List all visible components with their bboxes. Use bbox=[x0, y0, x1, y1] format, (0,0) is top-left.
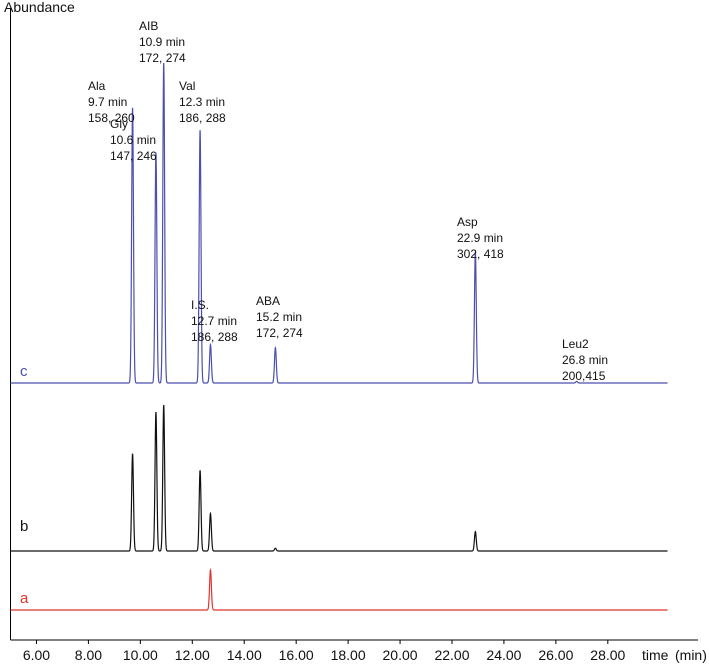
annotation-4: I.S. 12.7 min 186, 288 bbox=[191, 298, 238, 344]
annotation-line: 172, 274 bbox=[256, 326, 303, 340]
series-label-c: c bbox=[20, 363, 28, 380]
annotation-line: 186, 288 bbox=[179, 111, 226, 125]
annotation-6: Asp 22.9 min 302, 418 bbox=[457, 215, 504, 261]
x-tick-label: 8.00 bbox=[75, 647, 102, 663]
series-line-a bbox=[10, 568, 668, 611]
y-axis-label: Abundance bbox=[4, 0, 75, 15]
annotation-line: ABA bbox=[256, 294, 280, 308]
annotation-line: 22.9 min bbox=[457, 231, 503, 245]
series-line-b bbox=[10, 404, 668, 552]
annotation-line: Gly bbox=[110, 117, 128, 131]
annotation-line: 158, 260 bbox=[88, 111, 135, 125]
x-tick-label: 20.00 bbox=[383, 647, 418, 663]
traces-group: c b a bbox=[10, 62, 668, 611]
annotation-line: Asp bbox=[457, 215, 478, 229]
axes-group: Abundance bbox=[4, 0, 698, 641]
x-tick-label: 14.00 bbox=[227, 647, 262, 663]
annotation-line: Leu2 bbox=[562, 337, 589, 351]
annotation-line: 10.6 min bbox=[110, 133, 156, 147]
x-tick-label: 26.00 bbox=[538, 647, 573, 663]
series-line-c bbox=[10, 62, 668, 384]
annotation-line: AIB bbox=[139, 19, 158, 33]
x-tick-label: 24.00 bbox=[486, 647, 521, 663]
x-axis-label: time bbox=[642, 647, 669, 663]
annotations-group: Ala 9.7 min 158, 260 AIB 10.9 min 172, 274 Gly… bbox=[88, 19, 608, 383]
annotation-0: Ala 9.7 min 158, 260 bbox=[88, 79, 135, 125]
annotation-line: 147, 246 bbox=[110, 149, 157, 163]
x-tick-label: 18.00 bbox=[331, 647, 366, 663]
annotation-5: ABA 15.2 min 172, 274 bbox=[256, 294, 303, 340]
annotation-7: Leu2 26.8 min 200,415 bbox=[562, 337, 608, 383]
annotation-line: I.S. bbox=[191, 298, 209, 312]
annotation-1: AIB 10.9 min 172, 274 bbox=[139, 19, 186, 65]
annotation-line: 9.7 min bbox=[88, 95, 127, 109]
annotation-3: Val 12.3 min 186, 288 bbox=[179, 79, 226, 125]
annotation-line: 26.8 min bbox=[562, 353, 608, 367]
x-axis-unit: (min) bbox=[675, 647, 707, 663]
x-tick-label: 22.00 bbox=[434, 647, 469, 663]
annotation-line: Val bbox=[179, 79, 195, 93]
x-tick-label: 16.00 bbox=[279, 647, 314, 663]
series-label-a: a bbox=[20, 590, 29, 607]
annotation-line: 186, 288 bbox=[191, 330, 238, 344]
x-tick-label: 10.00 bbox=[123, 647, 158, 663]
annotation-line: 200,415 bbox=[562, 369, 606, 383]
annotation-line: 172, 274 bbox=[139, 51, 186, 65]
annotation-line: 12.3 min bbox=[179, 95, 225, 109]
annotation-line: Ala bbox=[88, 79, 106, 93]
annotation-line: 10.9 min bbox=[139, 35, 185, 49]
annotation-line: 15.2 min bbox=[256, 310, 302, 324]
annotation-line: 302, 418 bbox=[457, 247, 504, 261]
annotation-2: Gly 10.6 min 147, 246 bbox=[110, 117, 157, 163]
x-ticks-group: 6.00 8.00 10.00 12.00 14.00 16.00 18.00 20.00 22… bbox=[23, 640, 707, 663]
series-label-b: b bbox=[20, 518, 28, 535]
x-tick-label: 6.00 bbox=[23, 647, 50, 663]
annotation-line: 12.7 min bbox=[191, 314, 237, 328]
x-tick-label: 12.00 bbox=[175, 647, 210, 663]
x-tick-label: 28.00 bbox=[590, 647, 625, 663]
